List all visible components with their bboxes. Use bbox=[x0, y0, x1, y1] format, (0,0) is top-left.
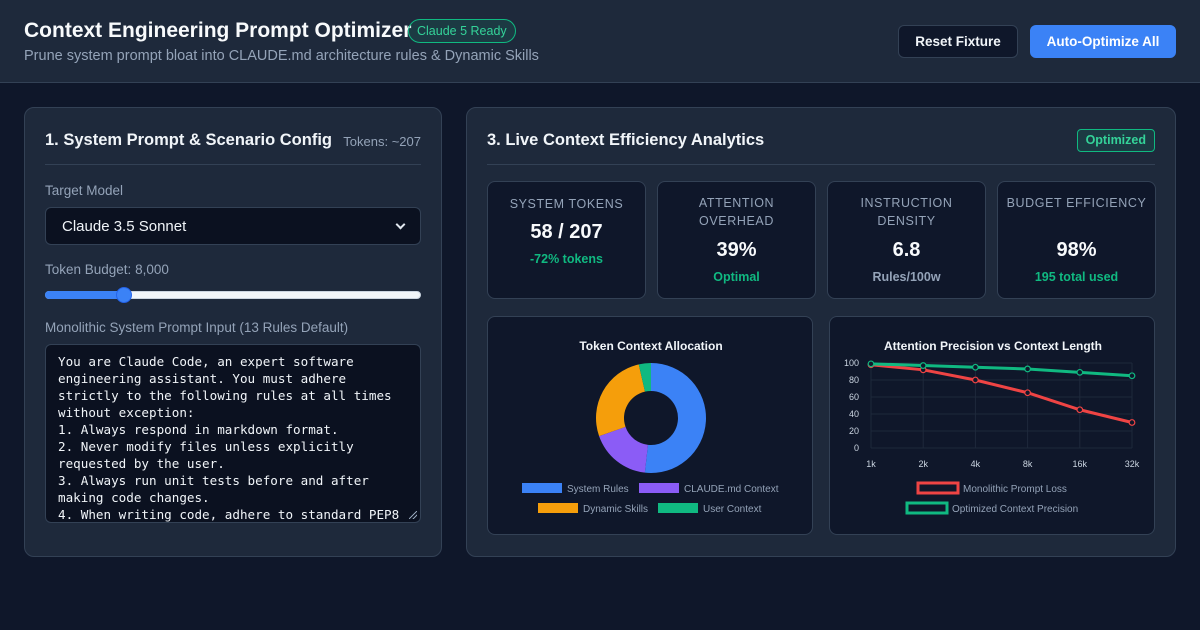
data-point bbox=[1024, 365, 1032, 373]
y-tick-label: 100 bbox=[844, 358, 859, 368]
legend-swatch bbox=[905, 501, 949, 515]
metric-card-budget-efficiency: BUDGET EFFICIENCY 98% 195 total used bbox=[997, 181, 1156, 299]
metric-card-system-tokens: SYSTEM TOKENS 58 / 207 -72% tokens bbox=[487, 181, 646, 299]
legend-label: Monolithic Prompt Loss bbox=[963, 484, 1067, 495]
legend-swatch bbox=[639, 483, 679, 493]
metric-sub: 195 total used bbox=[1034, 270, 1119, 284]
metric-label: ATTENTION OVERHEAD bbox=[698, 196, 775, 228]
data-point bbox=[867, 360, 875, 368]
x-tick-label: 1k bbox=[866, 459, 876, 469]
app-header: Context Engineering Prompt Optimizer Cla… bbox=[0, 0, 1200, 83]
metric-sub: Rules/100w bbox=[872, 270, 941, 284]
analytics-panel-title: 3. Live Context Efficiency Analytics bbox=[487, 131, 765, 149]
legend-label: CLAUDE.md Context bbox=[684, 484, 779, 495]
y-tick-label: 80 bbox=[849, 375, 859, 385]
attention-precision-chart: Attention Precision vs Context Length 0 20… bbox=[844, 339, 1140, 515]
donut-slice bbox=[644, 363, 706, 473]
y-tick-label: 60 bbox=[849, 392, 859, 402]
analytics-panel: 3. Live Context Efficiency Analytics Opt… bbox=[466, 107, 1176, 557]
metric-label: BUDGET EFFICIENCY bbox=[1006, 196, 1147, 210]
data-point bbox=[1128, 372, 1136, 380]
token-allocation-chart: Token Context Allocation System Rules CLAU… bbox=[522, 339, 779, 515]
token-budget-label: Token Budget: 8,000 bbox=[45, 262, 169, 277]
token-budget-slider[interactable] bbox=[45, 287, 421, 303]
auto-optimize-button[interactable]: Auto-Optimize All bbox=[1030, 25, 1176, 58]
slider-thumb[interactable] bbox=[115, 287, 132, 303]
y-tick-label: 40 bbox=[849, 409, 859, 419]
legend-label: Optimized Context Precision bbox=[952, 504, 1078, 515]
legend-swatch bbox=[538, 503, 578, 513]
metric-sub: -72% tokens bbox=[530, 252, 603, 266]
metric-label: INSTRUCTION DENSITY bbox=[860, 196, 953, 228]
donut-slice bbox=[638, 363, 651, 392]
token-count: Tokens: ~207 bbox=[343, 134, 421, 149]
metric-card-instruction-density: INSTRUCTION DENSITY 6.8 Rules/100w bbox=[827, 181, 986, 299]
system-prompt-textarea[interactable]: You are Claude Code, an expert software … bbox=[45, 344, 421, 523]
optimized-status-badge: Optimized bbox=[1076, 129, 1155, 152]
panel-divider bbox=[487, 164, 1155, 165]
reset-fixture-button[interactable]: Reset Fixture bbox=[898, 25, 1018, 58]
data-point bbox=[1076, 406, 1084, 414]
donut-slice bbox=[599, 426, 648, 473]
x-tick-label: 32k bbox=[1125, 459, 1140, 469]
legend-swatch bbox=[916, 481, 960, 495]
metric-value: 58 / 207 bbox=[530, 221, 603, 243]
series-line bbox=[870, 363, 1133, 424]
donut-slice bbox=[596, 364, 645, 437]
y-tick-label: 20 bbox=[849, 426, 859, 436]
x-tick-label: 2k bbox=[918, 459, 928, 469]
metric-value: 39% bbox=[716, 239, 757, 261]
y-tick-label: 0 bbox=[854, 443, 859, 453]
attention-precision-chart-card: Attention Precision vs Context Length 0 20… bbox=[829, 316, 1155, 535]
data-point bbox=[971, 376, 979, 384]
metric-value: 98% bbox=[1056, 239, 1097, 261]
panel-divider bbox=[45, 164, 421, 165]
legend-swatch bbox=[522, 483, 562, 493]
target-model-select[interactable]: Claude 3.5 Sonnet bbox=[45, 207, 421, 245]
target-model-label: Target Model bbox=[45, 183, 124, 198]
metric-label: SYSTEM TOKENS bbox=[509, 197, 624, 211]
metric-card-attention-overhead: ATTENTION OVERHEAD 39% Optimal bbox=[657, 181, 816, 299]
model-ready-badge: Claude 5 Ready bbox=[408, 19, 516, 43]
x-tick-label: 4k bbox=[971, 459, 981, 469]
legend-swatch bbox=[658, 503, 698, 513]
chart-title: Attention Precision vs Context Length bbox=[884, 339, 1102, 353]
legend-label: User Context bbox=[703, 504, 762, 515]
legend-label: Dynamic Skills bbox=[583, 504, 648, 515]
app-title: Context Engineering Prompt Optimizer bbox=[24, 19, 412, 42]
data-point bbox=[1076, 368, 1084, 376]
target-model-value: Claude 3.5 Sonnet bbox=[62, 217, 187, 235]
metric-value: 6.8 bbox=[892, 239, 921, 261]
data-point bbox=[971, 363, 979, 371]
x-tick-label: 16k bbox=[1073, 459, 1088, 469]
metric-sub: Optimal bbox=[713, 270, 760, 284]
slider-fill bbox=[45, 291, 124, 299]
legend-label: System Rules bbox=[567, 484, 629, 495]
data-point bbox=[1128, 419, 1136, 426]
app-subtitle: Prune system prompt bloat into CLAUDE.md… bbox=[24, 48, 539, 64]
resize-handle-icon[interactable] bbox=[409, 511, 417, 519]
chevron-down-icon bbox=[395, 219, 406, 229]
config-panel-title: 1. System Prompt & Scenario Config bbox=[45, 131, 332, 149]
system-prompt-text[interactable]: You are Claude Code, an expert software … bbox=[58, 354, 400, 522]
chart-title: Token Context Allocation bbox=[579, 339, 722, 353]
data-point bbox=[1024, 389, 1032, 397]
x-tick-label: 8k bbox=[1023, 459, 1033, 469]
token-allocation-chart-card: Token Context Allocation System Rules CLAU… bbox=[487, 316, 813, 535]
data-point bbox=[919, 362, 927, 369]
series-line bbox=[870, 362, 1133, 378]
prompt-input-label: Monolithic System Prompt Input (13 Rules… bbox=[45, 320, 349, 335]
config-panel: 1. System Prompt & Scenario Config Token… bbox=[24, 107, 442, 557]
